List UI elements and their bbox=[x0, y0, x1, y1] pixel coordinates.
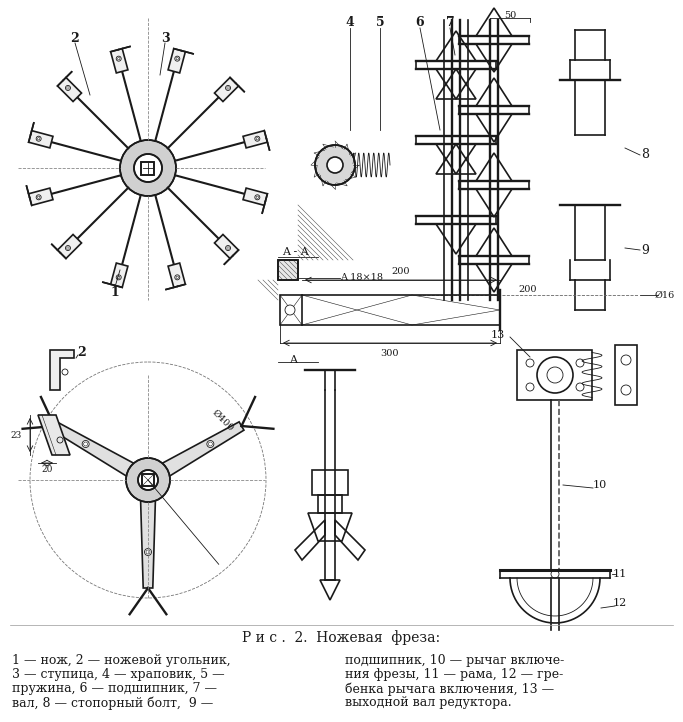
Circle shape bbox=[138, 470, 158, 490]
Bar bbox=[280, 295, 302, 325]
Polygon shape bbox=[29, 188, 53, 205]
Text: подшипник, 10 — рычаг включе-: подшипник, 10 — рычаг включе- bbox=[345, 654, 564, 667]
Text: A: A bbox=[289, 355, 297, 365]
Text: Ø16: Ø16 bbox=[655, 290, 675, 300]
Bar bbox=[142, 474, 154, 486]
Circle shape bbox=[225, 85, 231, 90]
Text: 300: 300 bbox=[380, 349, 400, 357]
Polygon shape bbox=[111, 263, 128, 287]
Circle shape bbox=[134, 154, 162, 182]
Circle shape bbox=[175, 275, 180, 280]
Text: 11: 11 bbox=[613, 569, 627, 579]
Polygon shape bbox=[29, 131, 53, 148]
Text: Ø400: Ø400 bbox=[210, 407, 236, 432]
Text: 200: 200 bbox=[392, 267, 410, 277]
Text: 8: 8 bbox=[641, 149, 649, 162]
Polygon shape bbox=[214, 235, 238, 258]
Circle shape bbox=[285, 305, 295, 315]
Polygon shape bbox=[243, 131, 268, 148]
Text: 6: 6 bbox=[416, 15, 424, 28]
Circle shape bbox=[126, 458, 170, 502]
Circle shape bbox=[175, 56, 180, 61]
Polygon shape bbox=[168, 263, 185, 287]
Circle shape bbox=[116, 56, 121, 61]
Text: A - A: A - A bbox=[281, 247, 309, 257]
Text: 4: 4 bbox=[346, 15, 354, 28]
Polygon shape bbox=[144, 422, 244, 487]
Text: 50: 50 bbox=[504, 11, 516, 19]
Circle shape bbox=[207, 440, 214, 448]
Polygon shape bbox=[214, 77, 238, 102]
Circle shape bbox=[255, 136, 260, 142]
Polygon shape bbox=[111, 48, 128, 73]
Circle shape bbox=[36, 136, 41, 142]
Polygon shape bbox=[168, 48, 185, 73]
Circle shape bbox=[145, 549, 152, 555]
Text: 12: 12 bbox=[613, 598, 627, 608]
Polygon shape bbox=[50, 350, 74, 390]
Circle shape bbox=[327, 157, 343, 173]
Bar bbox=[278, 260, 298, 280]
Text: 5: 5 bbox=[376, 15, 385, 28]
Text: 200: 200 bbox=[519, 285, 538, 295]
Circle shape bbox=[36, 195, 41, 200]
Text: 1: 1 bbox=[111, 287, 120, 300]
Circle shape bbox=[66, 245, 70, 251]
Circle shape bbox=[225, 245, 231, 251]
Text: 23: 23 bbox=[11, 430, 22, 440]
Text: 13: 13 bbox=[491, 330, 505, 340]
Circle shape bbox=[82, 440, 89, 448]
Text: 10: 10 bbox=[593, 480, 607, 490]
Text: 7: 7 bbox=[445, 15, 454, 28]
Circle shape bbox=[120, 140, 176, 196]
Circle shape bbox=[315, 145, 355, 185]
Polygon shape bbox=[243, 188, 268, 205]
Text: 3: 3 bbox=[161, 32, 169, 45]
Bar bbox=[312, 470, 348, 495]
Text: пружина, 6 — подшипник, 7 —: пружина, 6 — подшипник, 7 — bbox=[12, 682, 217, 695]
Bar bbox=[142, 474, 154, 486]
Text: 20: 20 bbox=[41, 466, 53, 474]
Text: 1 — нож, 2 — ножевой угольник,: 1 — нож, 2 — ножевой угольник, bbox=[12, 654, 231, 667]
Text: 3 — ступица, 4 — храповик, 5 —: 3 — ступица, 4 — храповик, 5 — bbox=[12, 668, 225, 681]
Text: Р и с .  2.  Ножевая  фреза:: Р и с . 2. Ножевая фреза: bbox=[242, 630, 440, 645]
Bar bbox=[278, 260, 298, 280]
Polygon shape bbox=[57, 235, 81, 258]
Text: 2: 2 bbox=[78, 346, 86, 359]
Text: вал, 8 — стопорный болт,  9 —: вал, 8 — стопорный болт, 9 — bbox=[12, 696, 213, 710]
Text: бенка рычага включения, 13 —: бенка рычага включения, 13 — bbox=[345, 682, 554, 695]
Text: выходной вал редуктора.: выходной вал редуктора. bbox=[345, 696, 512, 709]
Polygon shape bbox=[38, 415, 70, 455]
Bar bbox=[615, 345, 637, 405]
Polygon shape bbox=[57, 77, 81, 102]
Polygon shape bbox=[140, 480, 156, 588]
Bar bbox=[517, 350, 592, 400]
Text: A 18×18: A 18×18 bbox=[340, 274, 383, 282]
Circle shape bbox=[116, 275, 121, 280]
Text: 9: 9 bbox=[641, 243, 649, 256]
Circle shape bbox=[255, 195, 260, 200]
Polygon shape bbox=[52, 422, 152, 487]
Bar bbox=[141, 162, 154, 175]
Bar bbox=[141, 162, 154, 175]
Text: 2: 2 bbox=[70, 32, 79, 45]
Bar bbox=[318, 495, 342, 513]
Text: ния фрезы, 11 — рама, 12 — гре-: ния фрезы, 11 — рама, 12 — гре- bbox=[345, 668, 563, 681]
Circle shape bbox=[66, 85, 70, 90]
